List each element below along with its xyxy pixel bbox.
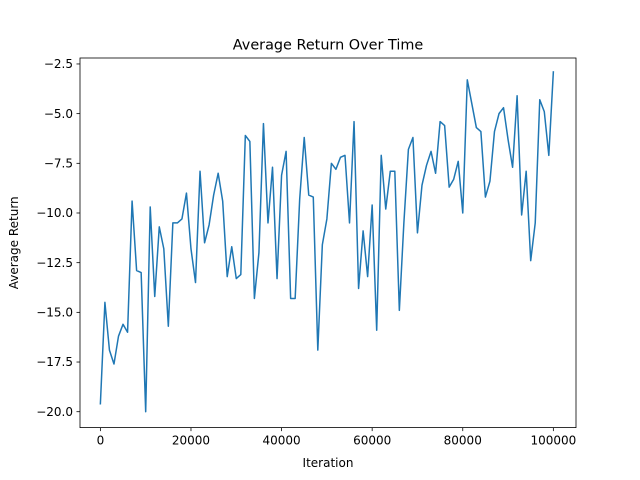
y-tick-label: −5.0 bbox=[44, 107, 73, 121]
x-tick-label: 0 bbox=[97, 434, 105, 448]
x-axis-label: Iteration bbox=[303, 456, 354, 470]
x-tick-label: 20000 bbox=[172, 434, 210, 448]
x-axis: 0 20000 40000 60000 80000 100000 bbox=[97, 427, 576, 448]
plot-frame bbox=[79, 57, 577, 429]
y-tick-label: −10.0 bbox=[36, 206, 73, 220]
y-axis-label: Average Return bbox=[7, 196, 21, 289]
y-tick-label: −7.5 bbox=[44, 157, 73, 171]
y-tick-label: −2.5 bbox=[44, 57, 73, 71]
y-tick-label: −15.0 bbox=[36, 306, 73, 320]
chart-title: Average Return Over Time bbox=[233, 38, 424, 54]
x-tick-label: 100000 bbox=[530, 434, 576, 448]
y-tick-label: −17.5 bbox=[36, 355, 73, 369]
y-axis: −20.0 −17.5 −15.0 −12.5 −10.0 −7.5 −5.0 −2.5 bbox=[36, 57, 80, 419]
series-layer bbox=[99, 71, 555, 413]
x-tick-label: 60000 bbox=[353, 434, 391, 448]
y-tick-label: −12.5 bbox=[36, 256, 73, 270]
y-tick-label: −20.0 bbox=[36, 405, 73, 419]
x-tick-label: 40000 bbox=[262, 434, 300, 448]
x-tick-label: 80000 bbox=[444, 434, 482, 448]
series-line bbox=[99, 71, 555, 413]
